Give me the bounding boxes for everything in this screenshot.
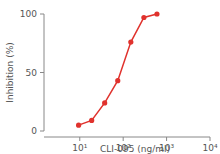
y-tick (40, 72, 44, 73)
data-line (79, 14, 157, 125)
x-tick (123, 137, 124, 141)
y-tick-label: 100 (20, 9, 37, 19)
data-point (128, 39, 133, 44)
y-tick (40, 14, 44, 15)
data-point (154, 11, 159, 16)
data-point (102, 100, 107, 105)
data-point (141, 15, 146, 20)
plot-area (76, 11, 160, 127)
y-tick-label: 50 (26, 68, 38, 78)
x-tick-label: 10¹ (72, 143, 87, 153)
chart: 05010010¹10²10³10⁴Inhibition (%)CLI-095 … (0, 0, 220, 154)
x-tick (79, 137, 80, 141)
y-tick (40, 131, 44, 132)
x-tick (210, 137, 211, 141)
y-tick-label: 0 (31, 126, 37, 136)
data-point (89, 118, 94, 123)
data-point (76, 123, 81, 128)
x-tick (166, 137, 167, 141)
x-axis (44, 137, 210, 138)
data-point (115, 78, 120, 83)
x-tick-label: 10⁴ (202, 143, 217, 153)
y-axis-label: Inhibition (%) (5, 42, 15, 102)
x-axis-label: CLI-095 (ng/ml) (100, 144, 170, 154)
